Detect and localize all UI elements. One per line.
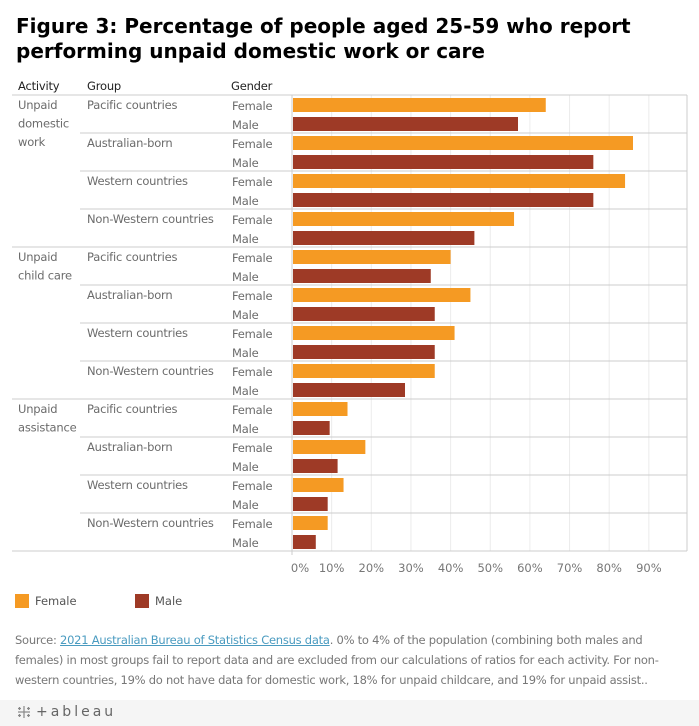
bar-chart: 0% 10% 20% 30% 40% 50% 60% 70% 80% 90% Unpaid domes… xyxy=(12,94,688,575)
bar-male xyxy=(293,459,338,473)
gender-label: Female xyxy=(232,441,273,455)
source-prefix: Source: xyxy=(15,633,61,647)
legend-label-male: Male xyxy=(155,594,183,608)
bar-female xyxy=(293,364,435,378)
gender-label: Male xyxy=(232,194,259,208)
legend-swatch-male xyxy=(135,594,149,608)
activity-label: assistance xyxy=(18,421,77,435)
group-label: Pacific countries xyxy=(87,402,177,416)
x-tick-label: 40% xyxy=(438,561,464,575)
tableau-footer: +ableau xyxy=(0,700,699,726)
gender-label: Male xyxy=(232,156,259,170)
gender-label: Male xyxy=(232,308,259,322)
gender-label: Female xyxy=(232,479,273,493)
x-tick-label: 50% xyxy=(477,561,503,575)
bar-male xyxy=(293,497,328,511)
gender-label: Male xyxy=(232,118,259,132)
group-label: Australian-born xyxy=(87,136,172,150)
bar-male xyxy=(293,345,435,359)
gender-label: Male xyxy=(232,498,259,512)
header-group: Group xyxy=(87,79,122,93)
bar-female xyxy=(293,402,348,416)
bar-female xyxy=(293,288,471,302)
header-gender: Gender xyxy=(231,79,273,93)
gender-label: Female xyxy=(232,251,273,265)
source-link[interactable]: 2021 Australian Bureau of Statistics Cen… xyxy=(60,633,330,647)
bar-female xyxy=(293,326,455,340)
activity-label: Unpaid xyxy=(18,250,57,264)
bar-female xyxy=(293,136,633,150)
bar-female xyxy=(293,174,626,188)
gender-label: Male xyxy=(232,346,259,360)
bar-male xyxy=(293,117,519,131)
gender-label: Female xyxy=(232,365,273,379)
x-tick-label: 90% xyxy=(636,561,662,575)
gender-label: Female xyxy=(232,403,273,417)
bar-female xyxy=(293,250,451,264)
activity-label: work xyxy=(18,135,46,149)
bar-female xyxy=(293,98,546,112)
gender-label: Male xyxy=(232,270,259,284)
gender-label: Male xyxy=(232,384,259,398)
bar-male xyxy=(293,231,475,245)
tableau-logo-text: +ableau xyxy=(36,704,117,720)
bar-female xyxy=(293,440,366,454)
x-tick-label: 0% xyxy=(291,561,309,575)
gender-label: Female xyxy=(232,327,273,341)
x-tick-label: 30% xyxy=(398,561,424,575)
gender-label: Female xyxy=(232,137,273,151)
x-tick-label: 60% xyxy=(517,561,543,575)
source-note: Source: 2021 Australian Bureau of Statis… xyxy=(15,630,690,690)
x-tick-label: 10% xyxy=(319,561,345,575)
gender-label: Female xyxy=(232,289,273,303)
bar-male xyxy=(293,535,316,549)
activity-label: domestic xyxy=(18,117,69,131)
legend-item-female[interactable]: Female xyxy=(15,594,77,608)
source-text: . 0% to 4% of the population (combining … xyxy=(15,633,659,687)
bar-male xyxy=(293,421,330,435)
bar-male xyxy=(293,269,431,283)
legend-label-female: Female xyxy=(35,594,77,608)
x-tick-label: 80% xyxy=(596,561,622,575)
group-label: Non-Western countries xyxy=(87,516,214,530)
gender-label: Male xyxy=(232,422,259,436)
bar-female xyxy=(293,212,515,226)
gender-label: Male xyxy=(232,536,259,550)
group-label: Australian-born xyxy=(87,440,172,454)
activity-label: child care xyxy=(18,269,72,283)
bar-male xyxy=(293,193,594,207)
gender-label: Male xyxy=(232,460,259,474)
legend-item-male[interactable]: Male xyxy=(135,594,182,608)
gender-label: Female xyxy=(232,213,273,227)
group-label: Western countries xyxy=(87,174,188,188)
group-label: Pacific countries xyxy=(87,250,177,264)
chart-title: Figure 3: Percentage of people aged 25-5… xyxy=(16,14,631,63)
x-tick-label: 70% xyxy=(557,561,583,575)
group-label: Australian-born xyxy=(87,288,172,302)
bar-female xyxy=(293,478,344,492)
activity-label: Unpaid xyxy=(18,98,57,112)
bar-male xyxy=(293,383,406,397)
tableau-logo[interactable]: +ableau xyxy=(16,704,116,720)
group-label: Non-Western countries xyxy=(87,364,214,378)
x-tick-label: 20% xyxy=(359,561,385,575)
activity-label: Unpaid xyxy=(18,402,57,416)
gender-label: Female xyxy=(232,99,273,113)
group-label: Non-Western countries xyxy=(87,212,214,226)
bar-male xyxy=(293,155,594,169)
group-label: Western countries xyxy=(87,478,188,492)
tableau-logo-icon xyxy=(18,706,30,718)
header-activity: Activity xyxy=(18,79,60,93)
gender-label: Female xyxy=(232,175,273,189)
group-label: Pacific countries xyxy=(87,98,177,112)
group-label: Western countries xyxy=(87,326,188,340)
legend-swatch-female xyxy=(15,594,29,608)
bar-female xyxy=(293,516,328,530)
bar-male xyxy=(293,307,435,321)
gender-label: Male xyxy=(232,232,259,246)
gender-label: Female xyxy=(232,517,273,531)
